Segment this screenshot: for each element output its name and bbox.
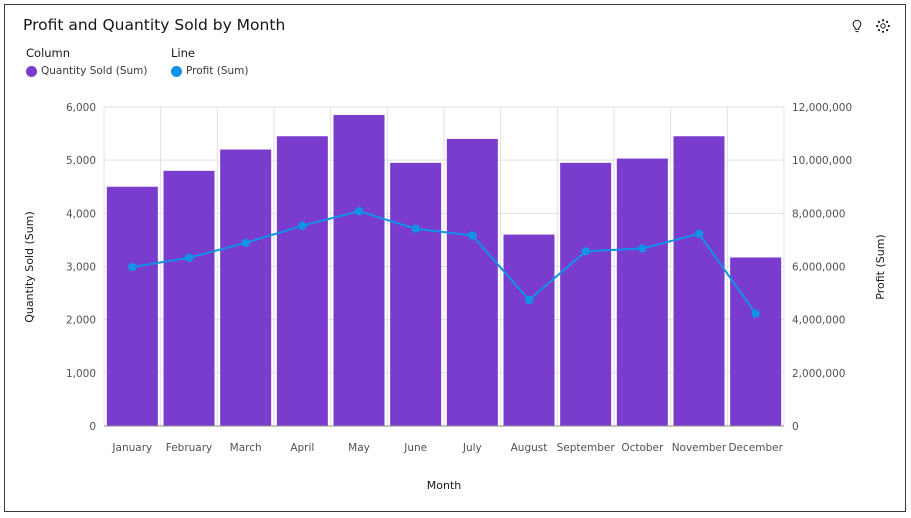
legend-label-quantity: Quantity Sold (Sum) (41, 65, 148, 77)
lightbulb-icon[interactable] (849, 18, 865, 34)
axes: 0 0 1,000 2,000,000 2,000 4,000,000 3,000 6,000… (66, 102, 852, 454)
x-axis-label: Month (427, 479, 462, 492)
y-tick-label-right: 8,000,000 (792, 208, 845, 220)
y-tick-label-right: 2,000,000 (792, 368, 845, 380)
x-tick-label: May (348, 442, 370, 454)
profit-point-december (751, 309, 760, 318)
x-tick-label: April (290, 442, 314, 454)
x-tick-label: November (672, 442, 727, 454)
legend-line-heading: Line (171, 46, 195, 60)
x-tick-label: December (728, 442, 783, 454)
y-tick-label-right: 4,000,000 (792, 315, 845, 327)
legend-line-group: Line Profit (Sum) (171, 46, 248, 77)
profit-point-june (411, 224, 420, 233)
bar-december (730, 257, 782, 426)
bar-july (446, 138, 498, 426)
legend-column-group: Column Quantity Sold (Sum) (26, 46, 147, 77)
bar-may (333, 114, 385, 426)
x-tick-label: September (557, 442, 616, 454)
bar-september (560, 162, 612, 426)
profit-line-path (132, 210, 757, 315)
y-tick-label-left: 2,000 (66, 315, 96, 327)
legend-swatch-line (171, 65, 182, 77)
profit-point-april (298, 221, 307, 231)
bar-march (220, 149, 272, 427)
bars-quantity-sold (106, 114, 782, 427)
x-tick-label: June (403, 442, 427, 454)
y-tick-label-left: 4,000 (66, 208, 96, 220)
legend-label-profit: Profit (Sum) (186, 65, 249, 77)
profit-point-march (241, 238, 250, 248)
x-tick-label: January (111, 442, 152, 454)
profit-point-august (524, 295, 534, 305)
y-tick-label-right: 10,000,000 (792, 155, 852, 167)
legend-column-heading: Column (26, 46, 71, 60)
y-tick-label-left: 1,000 (66, 368, 96, 380)
y-tick-label-right: 6,000,000 (792, 262, 845, 274)
legend-swatch-bar (26, 65, 37, 77)
bar-april (276, 136, 328, 426)
profit-point-october (638, 244, 647, 253)
x-tick-label: October (621, 442, 664, 454)
x-tick-label: July (462, 442, 482, 454)
y-tick-label-left: 3,000 (66, 262, 96, 274)
y-axis-label-left: Quantity Sold (Sum) (23, 211, 36, 323)
y-tick-label-left: 5,000 (66, 155, 96, 167)
bar-february (163, 170, 215, 426)
profit-point-february (184, 253, 194, 262)
bar-october (616, 158, 668, 427)
chart-toolbar (849, 18, 891, 34)
x-tick-label: February (166, 442, 213, 454)
bar-august (503, 234, 555, 426)
y-tick-label-left: 6,000 (66, 102, 96, 114)
y-axis-label-right: Profit (Sum) (874, 234, 887, 299)
profit-point-november (694, 229, 704, 239)
bar-november (673, 136, 725, 426)
legend-item-quantity[interactable]: Quantity Sold (Sum) (26, 65, 147, 77)
profit-point-july (468, 231, 477, 240)
y-tick-label-right: 0 (792, 421, 799, 433)
line-profit (128, 207, 760, 318)
bar-january (106, 186, 158, 426)
chart-title: Profit and Quantity Sold by Month (23, 16, 286, 34)
x-tick-label: March (230, 442, 262, 454)
settings-icon[interactable] (875, 18, 891, 34)
profit-point-may (354, 207, 364, 216)
y-tick-label-left: 0 (89, 421, 96, 433)
legend-item-profit[interactable]: Profit (Sum) (171, 65, 248, 77)
profit-point-january (128, 262, 137, 272)
y-tick-label-right: 12,000,000 (792, 102, 852, 114)
profit-point-september (581, 247, 590, 256)
bar-june (390, 162, 442, 426)
x-tick-label: August (511, 442, 548, 454)
